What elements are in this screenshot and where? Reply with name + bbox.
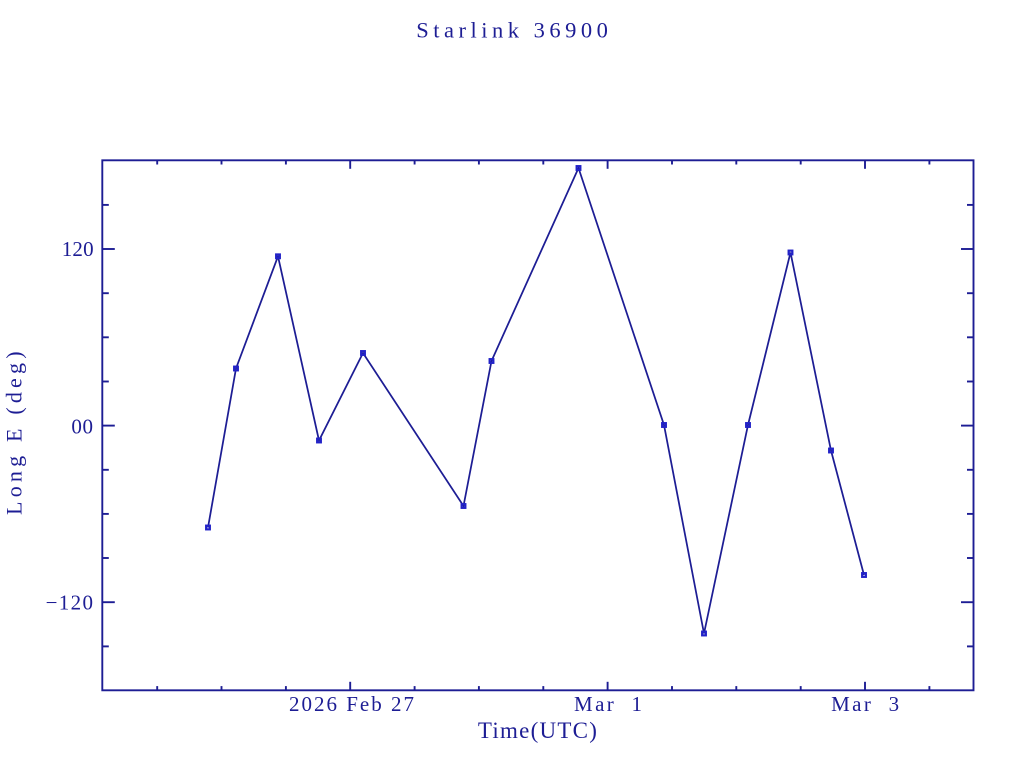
svg-text:Long E (deg): Long E (deg) <box>2 347 27 515</box>
svg-text:Time(UTC): Time(UTC) <box>478 718 598 743</box>
svg-text:Mar 1: Mar 1 <box>574 692 644 716</box>
svg-text:00: 00 <box>71 414 93 438</box>
svg-text:Starlink 36900: Starlink 36900 <box>416 18 612 43</box>
svg-text:120: 120 <box>62 237 94 261</box>
svg-text:2026 Feb 27: 2026 Feb 27 <box>289 692 416 716</box>
svg-text:Mar 3: Mar 3 <box>831 692 901 716</box>
svg-text:−120: −120 <box>46 591 95 615</box>
